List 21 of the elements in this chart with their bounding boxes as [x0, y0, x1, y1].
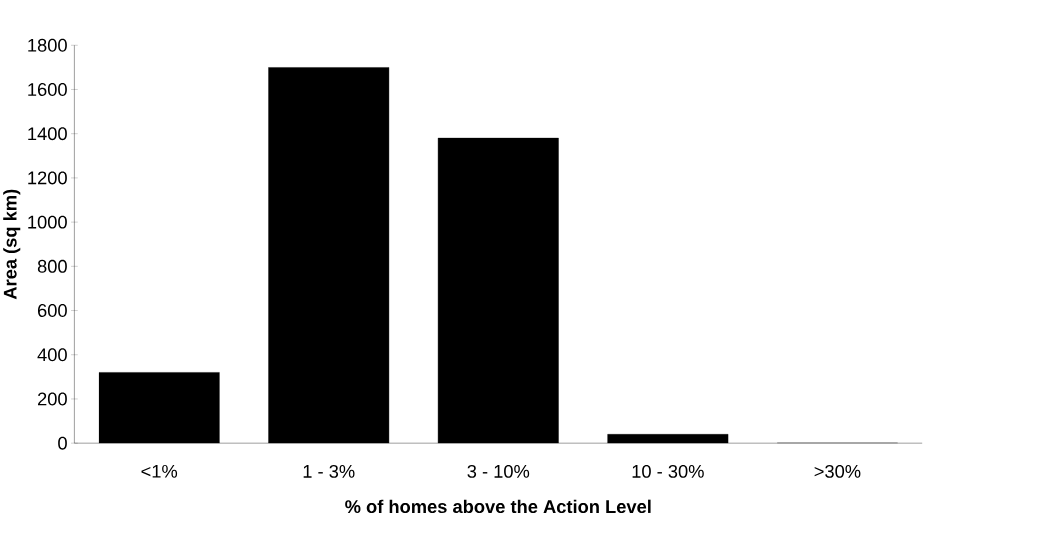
y-tick-label: 1400	[28, 127, 67, 141]
x-tick-label: 10 - 30%	[632, 465, 704, 479]
bar	[607, 434, 729, 444]
x-tick-label: <1%	[141, 465, 178, 478]
bar	[437, 138, 559, 444]
x-axis-title: % of homes above the Action Level	[345, 499, 651, 514]
y-tick-label: 1000	[28, 215, 67, 229]
y-tick-label: 1800	[28, 38, 67, 52]
x-tick-label: 1 - 3%	[303, 465, 355, 479]
bar	[268, 67, 390, 444]
y-tick-label: 800	[37, 260, 67, 273]
y-tick-label: 1600	[28, 83, 67, 97]
x-tick-label: >30%	[814, 465, 861, 479]
y-tick-label: 200	[37, 392, 67, 406]
y-tick-label: 0	[58, 436, 67, 450]
bar	[98, 372, 220, 444]
y-tick-label: 600	[37, 304, 67, 318]
y-axis-title: Area (sq km)	[3, 189, 21, 300]
y-tick-label: 400	[37, 348, 67, 362]
y-tick-label: 1200	[28, 171, 67, 185]
x-tick-label: 3 - 10%	[467, 465, 530, 479]
